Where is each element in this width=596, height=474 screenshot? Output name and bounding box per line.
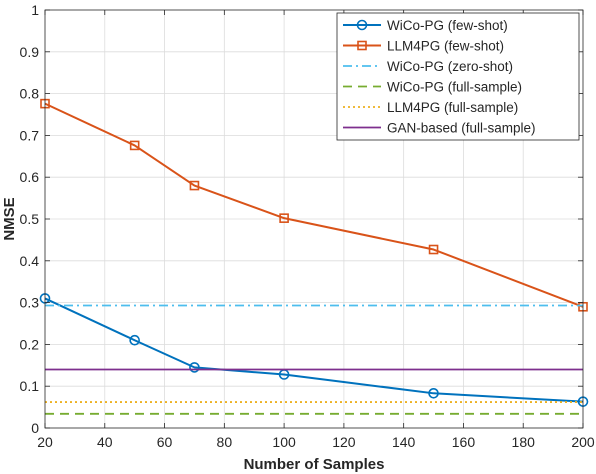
y-tick-label: 0.4 xyxy=(20,253,40,269)
x-tick-label: 20 xyxy=(37,434,53,450)
y-tick-label: 0.1 xyxy=(20,378,40,394)
x-tick-label: 140 xyxy=(392,434,416,450)
wico-pg-few-shot-point xyxy=(428,388,439,399)
y-tick-label: 0.8 xyxy=(20,86,40,102)
x-axis-title: Number of Samples xyxy=(244,456,385,473)
y-tick-label: 1 xyxy=(31,2,39,18)
legend-label: LLM4PG (full-sample) xyxy=(387,100,518,115)
y-tick-label: 0.3 xyxy=(20,295,40,311)
legend-item-wico-pg-few-shot: WiCo-PG (few-shot) xyxy=(343,18,508,33)
legend-label: WiCo-PG (few-shot) xyxy=(387,18,508,33)
legend-label: WiCo-PG (full-sample) xyxy=(387,80,522,95)
y-axis-title: NMSE xyxy=(1,197,18,240)
x-tick-label: 160 xyxy=(452,434,476,450)
series-group xyxy=(39,98,589,415)
legend: WiCo-PG (few-shot) LLM4PG (few-shot) WiCo-… xyxy=(336,12,580,141)
legend-item-llm4pg-few-shot: LLM4PG (few-shot) xyxy=(343,39,504,54)
legend-item-wico-pg-full-sample: WiCo-PG (full-sample) xyxy=(343,80,522,95)
llm4pg-few-shot-point xyxy=(279,213,289,223)
llm4pg-few-shot-line xyxy=(44,102,584,308)
x-tick-label: 80 xyxy=(217,434,233,450)
llm4pg-few-shot-point xyxy=(428,244,439,255)
legend-item-gan-based-full-sample: GAN-based (full-sample) xyxy=(343,121,536,136)
y-tick-label: 0.9 xyxy=(20,44,40,60)
legend-point xyxy=(356,19,368,31)
y-tick-label: 0.5 xyxy=(20,211,40,227)
y-tick-label: 0 xyxy=(31,420,39,436)
legend-box xyxy=(336,12,580,141)
x-tick-label: 120 xyxy=(332,434,356,450)
x-tick-label: 40 xyxy=(97,434,113,450)
legend-item-wico-pg-zero-shot: WiCo-PG (zero-shot) xyxy=(343,59,513,74)
x-tick-label: 200 xyxy=(571,434,595,450)
legend-item-llm4pg-full-sample: LLM4PG (full-sample) xyxy=(343,100,518,115)
x-tick-label: 180 xyxy=(512,434,536,450)
y-tick-label: 0.7 xyxy=(20,127,40,143)
legend-label: WiCo-PG (zero-shot) xyxy=(387,59,513,74)
legend-label: GAN-based (full-sample) xyxy=(387,121,536,136)
wico-pg-few-shot-line xyxy=(44,297,584,403)
wico-pg-few-shot-point xyxy=(189,362,200,373)
llm4pg-few-shot-point xyxy=(129,140,140,151)
y-tick-label: 0.2 xyxy=(20,336,40,352)
y-tick-label: 0.6 xyxy=(20,169,40,185)
llm4pg-few-shot-point xyxy=(189,180,200,191)
x-tick-label: 100 xyxy=(272,434,296,450)
legend-point xyxy=(357,40,367,51)
wico-pg-few-shot-point xyxy=(129,334,140,346)
ticks: 20 40 60 80 100 120 140 160 180 200 0 0.1 0.2 0.3 0.4 0… xyxy=(20,2,595,450)
legend-label: LLM4PG (few-shot) xyxy=(387,39,504,54)
x-tick-label: 60 xyxy=(157,434,173,450)
